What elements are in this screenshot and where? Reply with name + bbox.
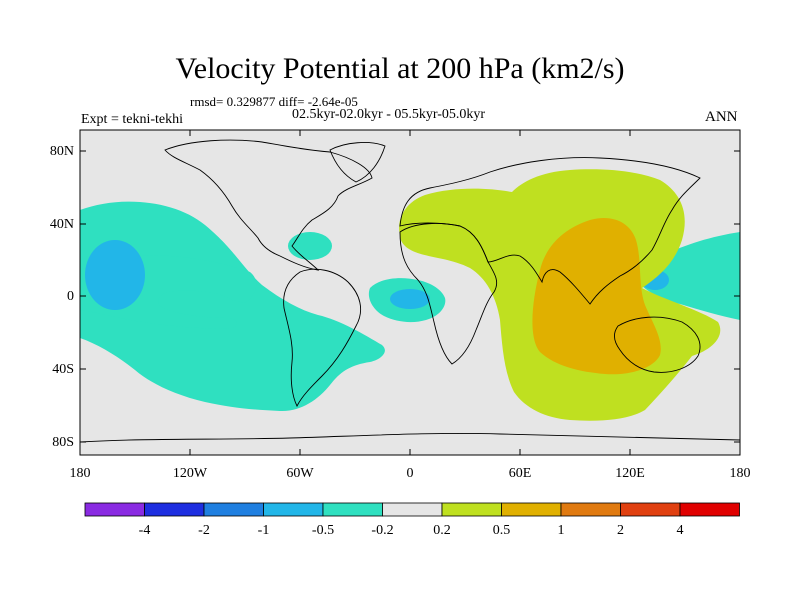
coastline-antarctica <box>80 433 740 443</box>
axis-ticks <box>79 130 741 455</box>
lon-label: 120W <box>173 466 208 481</box>
colorbar-swatch <box>322 502 383 517</box>
coastline-south-america <box>283 268 362 408</box>
colorbar-swatch <box>560 502 621 517</box>
lat-label: 80S <box>52 435 74 450</box>
negative-anomaly-region-west-pacific <box>640 232 740 320</box>
colorbar-swatch <box>441 502 502 517</box>
latitude-labels: 80N 40N 0 40S 80S <box>50 144 74 450</box>
lat-label: 40S <box>52 362 74 377</box>
negative-anomaly-region-pacific <box>80 201 385 412</box>
coastlines <box>80 139 740 443</box>
experiment-label: Expt = tekni-tekhi <box>81 112 183 127</box>
colorbar-label: -0.5 <box>312 523 334 538</box>
stronger-negative-region-east-pacific <box>85 240 145 310</box>
stronger-negative-region-gulf-of-guinea <box>390 289 430 309</box>
stats-line: rmsd= 0.329877 diff= -2.64e-05 <box>190 94 358 109</box>
colorbar-swatch <box>263 502 324 517</box>
longitude-labels: 180 120W 60W 0 60E 120E 180 <box>70 466 751 481</box>
colorbar-label: -0.2 <box>371 523 393 538</box>
lon-label: 180 <box>730 466 751 481</box>
lon-label: 60E <box>509 466 532 481</box>
map-field <box>80 130 740 455</box>
coastline-greenland <box>329 142 386 183</box>
coastline-australia <box>613 316 701 373</box>
colorbar: -4 -2 -1 -0.5 -0.2 0.2 0.5 1 2 4 <box>84 502 740 538</box>
lat-label: 80N <box>50 144 74 159</box>
colorbar-swatch <box>679 502 740 517</box>
lat-label: 40N <box>50 217 74 232</box>
negative-anomaly-spot-caribbean <box>288 232 332 260</box>
colorbar-label: 4 <box>677 523 684 538</box>
lat-label: 0 <box>67 289 74 304</box>
colorbar-label: 2 <box>617 523 624 538</box>
colorbar-swatch <box>501 502 562 517</box>
lon-label: 60W <box>286 466 314 481</box>
colorbar-label: 0.5 <box>493 523 511 538</box>
map-title: Velocity Potential at 200 hPa (km2/s) <box>175 52 625 85</box>
lon-label: 120E <box>615 466 645 481</box>
colorbar-swatch <box>144 502 205 517</box>
colorbar-swatch <box>620 502 681 517</box>
coastline-north-america <box>164 139 373 271</box>
lon-label: 0 <box>407 466 414 481</box>
colorbar-label: -2 <box>198 523 210 538</box>
colorbar-label: -4 <box>139 523 151 538</box>
colorbar-swatch <box>203 502 264 517</box>
lon-label: 180 <box>70 466 91 481</box>
colorbar-label: 1 <box>558 523 565 538</box>
colorbar-label: 0.2 <box>433 523 451 538</box>
colorbar-swatch <box>382 502 443 517</box>
coastline-eurasia <box>399 157 701 305</box>
period-line: 02.5kyr-02.0kyr - 05.5kyr-05.0kyr <box>292 107 486 122</box>
colorbar-label: -1 <box>258 523 270 538</box>
season-label: ANN <box>705 109 738 125</box>
colorbar-swatch <box>84 502 145 517</box>
